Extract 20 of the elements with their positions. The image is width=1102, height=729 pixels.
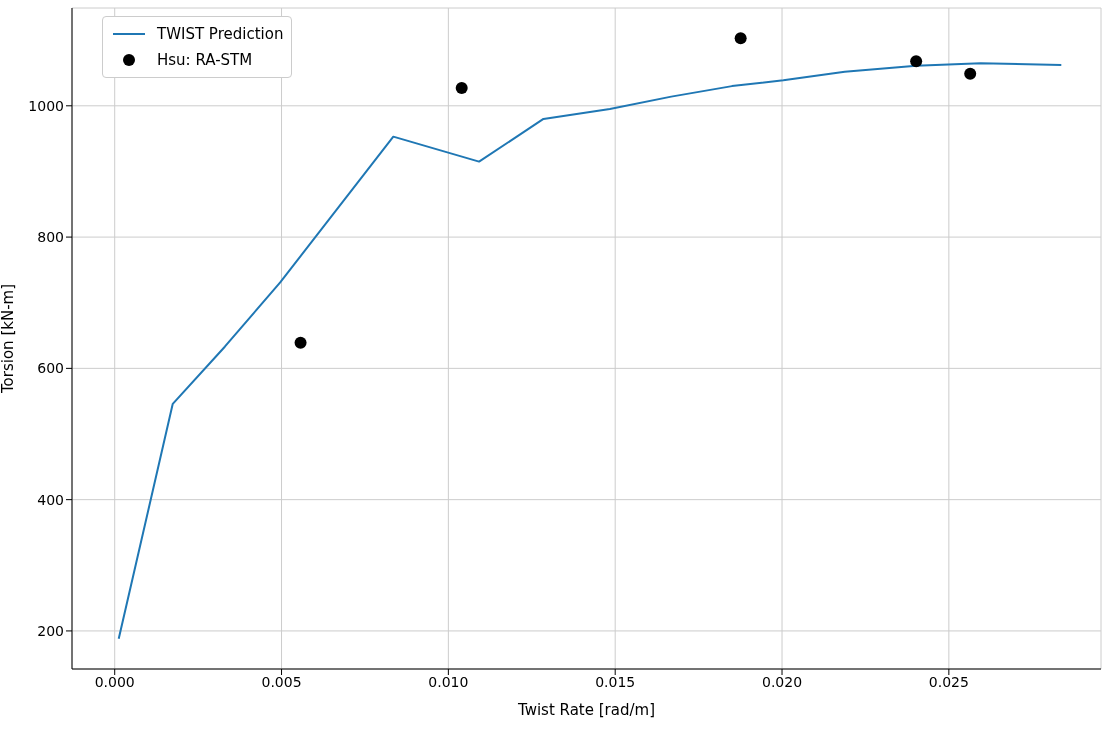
y-axis-title: Torsion [kN-m] — [0, 283, 18, 395]
y-tick-label: 200 — [37, 622, 64, 639]
point — [455, 82, 468, 95]
x-tick-label: 0.005 — [261, 673, 302, 690]
point — [964, 67, 977, 80]
legend-label: Hsu: RA-STM — [157, 50, 253, 71]
y-tick-label: 400 — [37, 491, 64, 508]
y-tick-label: 1000 — [28, 97, 64, 114]
point — [294, 336, 307, 349]
x-tick-label: 0.025 — [928, 673, 969, 690]
y-tick-label: 600 — [37, 360, 64, 377]
legend-label: TWIST Prediction — [157, 24, 284, 45]
x-tick-label: 0.015 — [595, 673, 636, 690]
point — [910, 55, 923, 68]
point — [734, 32, 747, 45]
y-tick-label: 800 — [37, 229, 64, 246]
x-tick-label: 0.020 — [761, 673, 803, 690]
x-tick-label: 0.000 — [94, 673, 135, 690]
x-axis-title: Twist Rate [rad/m] — [517, 701, 655, 719]
x-tick-label: 0.010 — [428, 673, 469, 690]
